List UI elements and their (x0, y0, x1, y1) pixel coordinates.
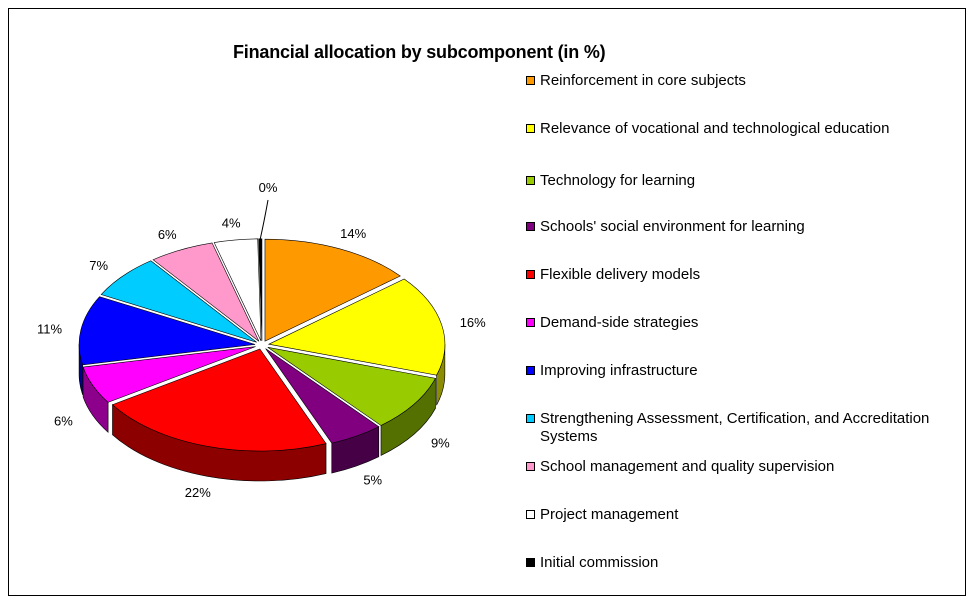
legend-label: Demand-side strategies (540, 314, 699, 331)
slice-label: 11% (37, 321, 62, 336)
pie-slice (265, 348, 380, 444)
legend-label: Strengthening Assessment, Certification,… (540, 410, 930, 445)
legend-swatch (526, 366, 535, 375)
legend-label: School management and quality supervisio… (540, 458, 835, 475)
pie-slice (111, 348, 327, 452)
pie-slice (213, 238, 262, 341)
legend-label: Technology for learning (540, 172, 696, 189)
legend-swatch (526, 558, 535, 567)
slice-label: 6% (54, 413, 73, 428)
slice-label: 0% (259, 180, 278, 195)
slice-label: 7% (89, 258, 108, 273)
legend-label: Initial commission (540, 554, 659, 571)
legend-swatch (526, 414, 535, 423)
legend-swatch (526, 510, 535, 519)
slice-label: 6% (158, 227, 177, 242)
label-leader-line (259, 199, 269, 239)
legend-swatch (526, 318, 535, 327)
legend-swatch (526, 462, 535, 471)
legend-swatch (526, 270, 535, 279)
slice-label: 4% (222, 216, 241, 231)
legend-swatch (526, 76, 535, 85)
slice-label: 16% (460, 315, 486, 330)
pie-slice (267, 278, 446, 376)
slice-label: 5% (363, 473, 382, 488)
pie-slice (78, 296, 256, 366)
legend-label: Flexible delivery models (540, 266, 701, 283)
legend-label: Project management (540, 506, 679, 523)
legend-label: Improving infrastructure (540, 362, 698, 379)
legend-swatch (526, 124, 535, 133)
pie-slice (267, 347, 436, 426)
pie-slice (100, 260, 257, 343)
legend-label: Schools' social environment for learning (540, 218, 805, 235)
slice-label: 22% (185, 485, 211, 500)
slice-label: 9% (431, 435, 450, 450)
legend-label: Relevance of vocational and technologica… (540, 120, 890, 137)
legend-swatch (526, 176, 535, 185)
chart-title: Financial allocation by subcomponent (in… (233, 42, 606, 62)
pie-slice (82, 346, 256, 403)
pie-slice (152, 242, 260, 342)
slice-label: 14% (340, 226, 366, 241)
legend-swatch (526, 222, 535, 231)
pie-slice (264, 238, 401, 342)
legend-label: Reinforcement in core subjects (540, 72, 746, 89)
